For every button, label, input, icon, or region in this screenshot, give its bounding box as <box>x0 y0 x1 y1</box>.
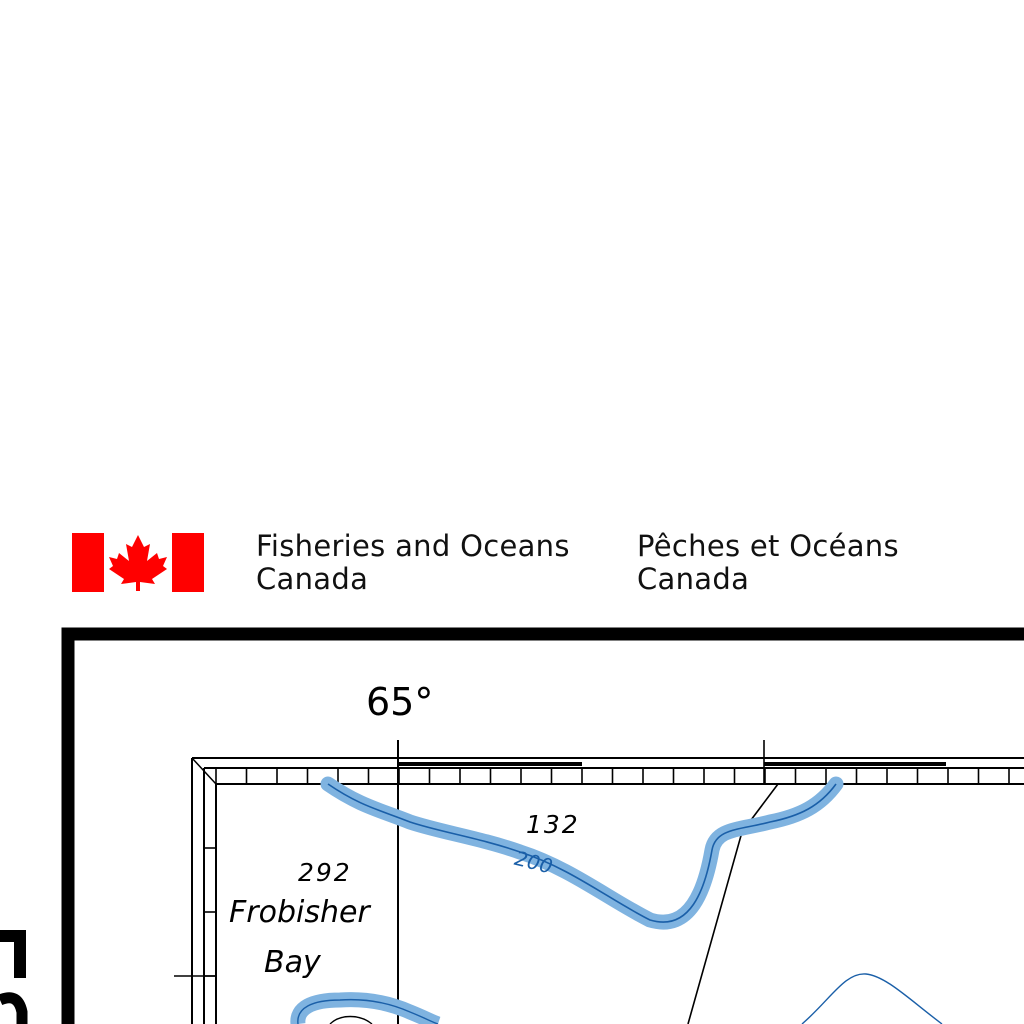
agency-en-line1: Fisheries and Oceans <box>256 529 570 563</box>
island-contour-line <box>297 998 439 1024</box>
flag-left-bar <box>72 533 104 592</box>
agency-fr-line1: Pêches et Océans <box>637 529 899 563</box>
island-shore <box>329 1015 373 1024</box>
maple-leaf-icon <box>109 535 167 591</box>
sounding-132: 132 <box>526 810 580 839</box>
place-name-bay: Bay <box>264 945 321 980</box>
longitude-label: 65° <box>366 680 434 724</box>
chart-number-glyph <box>0 930 26 978</box>
outer-border <box>61 627 1024 1024</box>
agency-name-english: Fisheries and Oceans Canada <box>256 530 570 596</box>
sounding-292: 292 <box>298 858 352 887</box>
place-name-frobisher: Frobisher <box>229 895 370 930</box>
agency-en-line2: Canada <box>256 562 369 596</box>
flag-right-bar <box>172 533 204 592</box>
agency-name-french: Pêches et Océans Canada <box>637 530 899 596</box>
chart-number-glyph-2 <box>0 992 28 1024</box>
contour-200-band <box>320 776 844 930</box>
left-scale-ticks <box>174 847 216 977</box>
agency-fr-line2: Canada <box>637 562 750 596</box>
contour-200-line <box>327 783 837 923</box>
contour-thin-right <box>801 973 943 1024</box>
scale-ticks <box>215 768 1010 784</box>
canada-flag-icon <box>72 533 204 592</box>
